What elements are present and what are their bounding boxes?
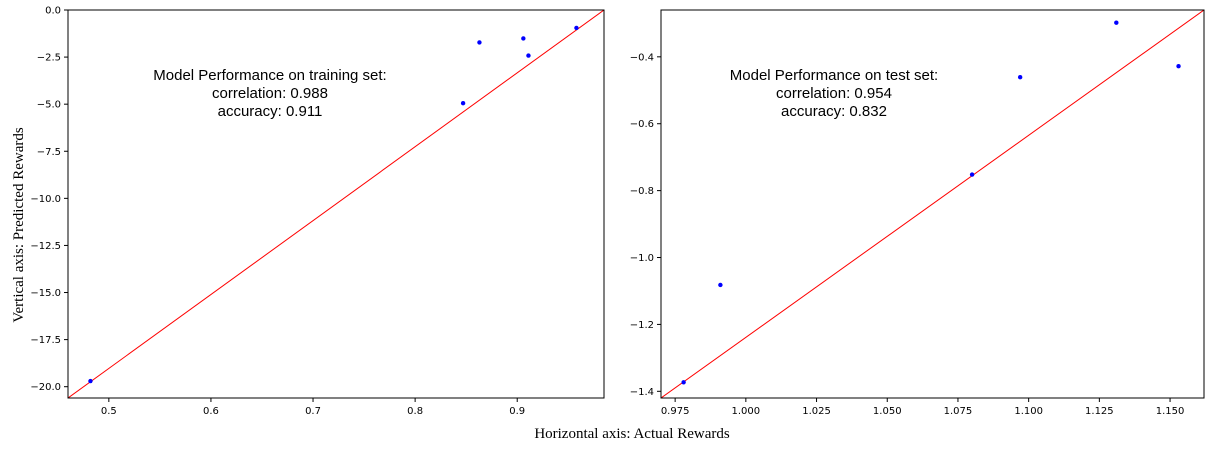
data-point	[521, 36, 526, 41]
data-point	[681, 380, 686, 385]
x-tick-label: 0.975	[661, 406, 690, 417]
annotation-metric: accuracy: 0.832	[781, 103, 887, 120]
data-point	[1017, 75, 1023, 80]
y-tick-label: −2.5	[37, 53, 61, 64]
x-tick-label: 0.5	[101, 406, 117, 417]
x-tick-label: 1.100	[1014, 406, 1043, 417]
y-tick-label: −1.2	[630, 320, 654, 331]
x-tick-label: 1.000	[732, 406, 761, 417]
y-tick-label: −5.0	[37, 100, 61, 111]
y-tick-label: −1.4	[630, 387, 654, 398]
plot-frame	[67, 9, 605, 399]
y-tick-label: −15.0	[30, 288, 61, 299]
x-tick-label: 0.8	[407, 406, 423, 417]
data-point	[718, 282, 723, 288]
data-point	[969, 172, 975, 177]
data-point	[526, 53, 531, 58]
test-set-panel: 0.975 1.000 1.025 1.050 1.075 1.100 1.125 1.150…	[630, 9, 1205, 417]
y-tick-label: −20.0	[30, 382, 61, 393]
y-tick-label: −0.8	[630, 186, 654, 197]
x-tick-label: 1.150	[1156, 406, 1185, 417]
y-tick-label: −7.5	[37, 147, 61, 158]
y-tick-label: −10.0	[30, 194, 61, 205]
annotation-metric: correlation: 0.988	[212, 85, 328, 102]
data-point	[477, 40, 482, 45]
data-point	[88, 378, 93, 384]
annotation-metric: accuracy: 0.911	[218, 103, 323, 120]
y-tick-label: −0.4	[630, 52, 654, 63]
data-point	[1114, 20, 1119, 25]
y-axis-title: Vertical axis: Predicted Rewards	[11, 127, 27, 323]
annotation-metric: correlation: 0.954	[776, 85, 892, 102]
annotation-title: Model Performance on test set:	[730, 67, 938, 84]
plot-frame	[660, 9, 1205, 399]
training-set-panel: 0.5 0.6 0.7 0.8 0.9 0.0 −2.5 −5.0 −7.5 −10.0 −12.5…	[30, 6, 605, 417]
y-tick-label: −17.5	[30, 335, 61, 346]
x-tick-label: 1.075	[944, 406, 973, 417]
x-tick-label: 1.025	[802, 406, 831, 417]
data-point	[1176, 63, 1181, 69]
x-tick-label: 0.9	[509, 406, 525, 417]
y-tick-label: −12.5	[30, 241, 61, 252]
x-tick-label: 1.125	[1085, 406, 1114, 417]
y-tick-label: −0.6	[630, 119, 654, 130]
x-tick-label: 0.7	[305, 406, 321, 417]
data-point	[460, 101, 466, 106]
reference-line	[661, 10, 1204, 398]
reference-line	[68, 10, 604, 398]
y-tick-label: 0.0	[45, 6, 61, 17]
x-tick-label: 1.050	[873, 406, 902, 417]
x-axis-title: Horizontal axis: Actual Rewards	[534, 426, 730, 442]
y-tick-label: −1.0	[630, 253, 654, 264]
x-tick-label: 0.6	[203, 406, 219, 417]
annotation-title: Model Performance on training set:	[153, 67, 386, 84]
data-point	[574, 25, 579, 31]
